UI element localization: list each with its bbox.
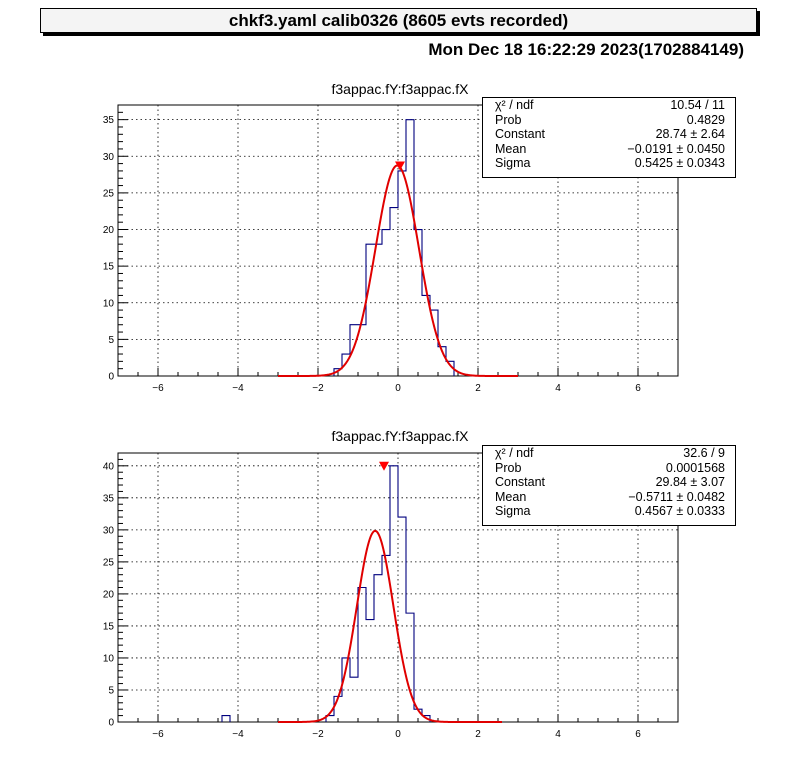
x-tick-label: 6 [635, 383, 641, 394]
stat-row: χ² / ndf 32.6 / 9 [483, 446, 735, 461]
stat-label: Constant [495, 475, 546, 489]
peak-marker [395, 161, 405, 171]
stat-label: Sigma [495, 504, 531, 518]
stat-row: χ² / ndf 10.54 / 11 [483, 98, 735, 113]
stat-row: Constant 29.84 ± 3.07 [483, 475, 735, 490]
y-tick-label: 20 [103, 225, 115, 236]
x-tick-label: 0 [395, 383, 401, 394]
histogram-panel-top: f3appac.fY:f3appac.fX −6 −4 −2 0 2 4 6 0 5 10 15 20 2… [103, 81, 679, 394]
stat-label: χ² / ndf [495, 98, 534, 112]
histogram-bin [430, 310, 438, 376]
stat-value: 0.0001568 [665, 460, 725, 475]
stat-value: −0.5711 ± 0.0482 [628, 489, 725, 504]
y-tick-label: 25 [103, 557, 115, 568]
stat-label: Mean [495, 489, 527, 504]
histogram-bin [358, 588, 366, 723]
x-tick-label: −6 [152, 383, 164, 394]
x-tick-label: −2 [312, 729, 324, 740]
x-tick-label: −4 [232, 383, 244, 394]
y-tick-label: 10 [103, 653, 115, 664]
histogram-bin [398, 517, 406, 722]
chart-title: f3appac.fY:f3appac.fX [332, 81, 470, 97]
stat-row: Prob 0.4829 [483, 113, 735, 128]
x-tick-label: 6 [635, 729, 641, 740]
histogram-bin [350, 325, 358, 376]
stat-value: 0.4567 ± 0.0333 [634, 504, 725, 518]
histogram-bin [366, 620, 374, 722]
chart-title: f3appac.fY:f3appac.fX [332, 428, 470, 444]
peak-marker [379, 461, 389, 471]
stat-label: Mean [495, 141, 527, 156]
x-tick-label: −2 [312, 383, 324, 394]
stat-value: −0.0191 ± 0.0450 [627, 141, 725, 156]
stat-row: Mean −0.5711 ± 0.0482 [483, 490, 735, 505]
histogram-bin [390, 208, 398, 376]
stat-row: Sigma 0.4567 ± 0.0333 [483, 504, 735, 519]
y-tick-label: 35 [103, 493, 115, 504]
stat-value: 0.4829 [686, 112, 725, 127]
y-tick-label: 25 [103, 188, 115, 199]
y-tick-label: 0 [108, 372, 114, 383]
histogram-outline [221, 465, 431, 722]
x-tick-label: 4 [555, 383, 561, 394]
stat-value: 10.54 / 11 [670, 98, 725, 112]
stat-row: Constant 28.74 ± 2.64 [483, 127, 735, 142]
x-tick-label: −6 [152, 729, 164, 740]
stat-label: Prob [495, 112, 522, 127]
y-tick-label: 0 [108, 718, 114, 729]
histogram-bin [350, 677, 358, 722]
x-tick-label: 2 [475, 383, 481, 394]
canvas-title: chkf3.yaml calib0326 (8605 evts recorded… [40, 8, 757, 33]
histogram-bin [406, 120, 414, 376]
y-tick-label: 35 [103, 115, 115, 126]
stat-row: Sigma 0.5425 ± 0.0343 [483, 156, 735, 171]
y-tick-label: 5 [108, 685, 114, 696]
stat-value: 0.5425 ± 0.0343 [634, 156, 725, 170]
y-tick-label: 20 [103, 589, 115, 600]
stat-label: Prob [495, 460, 522, 475]
histogram-bin [374, 244, 382, 376]
stat-label: Constant [495, 127, 546, 141]
histogram-panel-bottom: f3appac.fY:f3appac.fX −6 −4 −2 0 2 4 6 0 5 10 15 20 2… [103, 428, 679, 740]
y-tick-label: 30 [103, 525, 115, 536]
y-tick-label: 15 [103, 262, 115, 273]
stat-value: 32.6 / 9 [683, 446, 725, 460]
y-tick-label: 15 [103, 621, 115, 632]
histogram-bin [406, 613, 414, 722]
y-tick-label: 5 [108, 335, 114, 346]
y-tick-label: 40 [103, 461, 115, 472]
stat-label: Sigma [495, 156, 531, 170]
histogram-bin [374, 575, 382, 722]
histogram-outline [333, 119, 455, 376]
histogram-bin [398, 171, 406, 376]
y-tick-label: 10 [103, 298, 115, 309]
x-tick-label: 2 [475, 729, 481, 740]
stat-value: 28.74 ± 2.64 [655, 127, 725, 141]
stat-row: Mean −0.0191 ± 0.0450 [483, 142, 735, 157]
gaussian-fit-curve [278, 529, 502, 723]
stat-row: Prob 0.0001568 [483, 461, 735, 476]
fit-stats-box-bottom: χ² / ndf 32.6 / 9 Prob 0.0001568 Constant 29.… [482, 445, 736, 526]
x-tick-label: 4 [555, 729, 561, 740]
datetime-stamp: Mon Dec 18 16:22:29 2023(1702884149) [428, 40, 744, 59]
y-tick-label: 30 [103, 152, 115, 163]
stat-label: χ² / ndf [495, 446, 534, 460]
x-tick-label: 0 [395, 729, 401, 740]
histogram-bin [222, 716, 230, 722]
x-tick-label: −4 [232, 729, 244, 740]
fit-stats-box-top: χ² / ndf 10.54 / 11 Prob 0.4829 Constant 28.7… [482, 97, 736, 178]
stat-value: 29.84 ± 3.07 [655, 475, 725, 489]
